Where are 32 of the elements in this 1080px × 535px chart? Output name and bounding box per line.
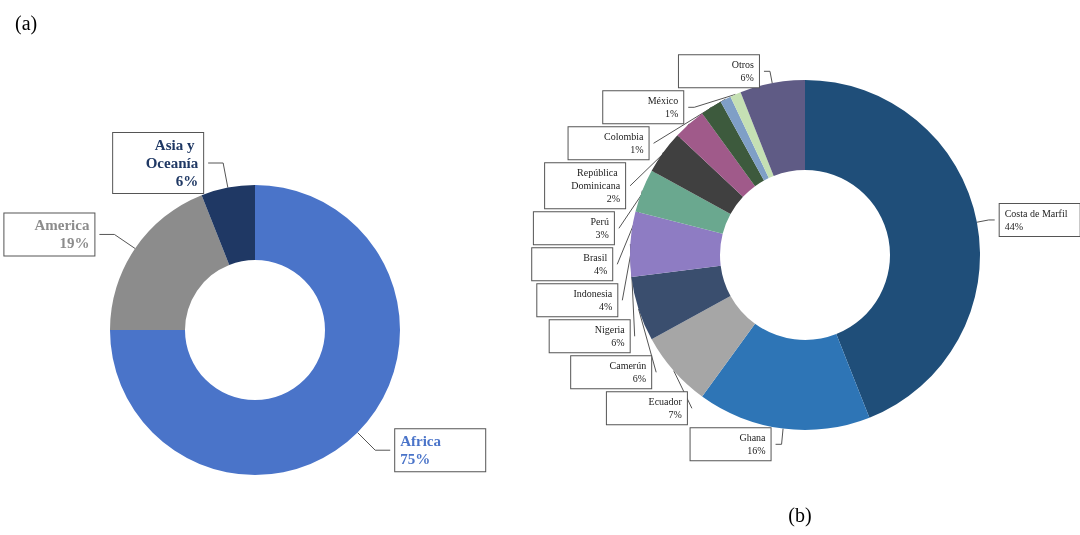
data-label: 1% [664,108,679,120]
slice-label: Asia y Oceanía [145,137,199,172]
data-label: 1% [630,144,644,156]
data-label: 16% [747,445,766,457]
slice-label: Camerún [609,360,647,372]
data-label: 2% [606,193,621,205]
slice-label: Africa [400,433,442,450]
slice-label: Perú [590,216,609,228]
slice-label: Indonesia [573,288,613,300]
slice-label: Ghana [739,432,767,444]
slice-label: Nigeria [594,324,626,336]
slice-label: Costa de Marfil [1004,207,1068,219]
data-label: 3% [595,229,609,241]
data-label: 6% [632,373,647,385]
slice-label: Colombia [604,131,645,143]
slice-label: Ecuador [648,396,683,408]
slice-label: México [647,95,679,107]
data-label: 4% [598,301,613,313]
slice-label: America [34,217,90,234]
slice-label: Otros [731,59,755,71]
data-label: 75% [400,451,431,468]
slice-label: República Dominicana [571,167,621,192]
data-label: 6% [611,337,625,349]
data-label: 19% [59,235,90,252]
chart-title: (a) [15,12,38,35]
data-label: 44% [1004,220,1024,232]
data-label: 7% [668,409,682,421]
data-label: 6% [740,72,754,84]
text: (b) [788,504,812,527]
data-label: 6% [175,173,199,190]
data-label: 4% [593,265,608,277]
slice-label: Brasil [583,252,608,264]
